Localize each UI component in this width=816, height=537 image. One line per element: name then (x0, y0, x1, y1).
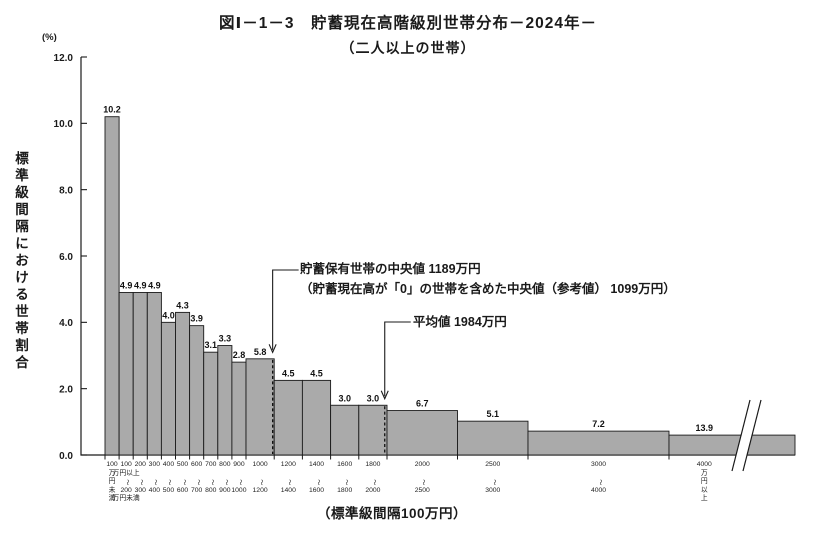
histogram-bar (189, 325, 205, 456)
x-axis-label: 300 〜 400 (148, 461, 161, 494)
mean-annotation-line1: 平均値 1984万円 (413, 315, 507, 329)
y-tick-label: 2.0 (59, 384, 73, 395)
x-axis-caption: （標準級間隔100万円） (316, 506, 468, 521)
y-tick-label: 10.0 (54, 119, 74, 130)
histogram-bar (273, 379, 303, 456)
figure-title: 図Ⅰ－1－3 貯蓄現在高階級別世帯分布－2024年－ (219, 15, 597, 32)
x-axis-label: 800 〜 900 (219, 461, 231, 494)
x-axis-label: 3000 〜 4000 (590, 461, 607, 494)
x-axis-label: 2500 〜 3000 (485, 461, 501, 494)
median-arrow-line (272, 269, 299, 350)
mean-arrow-line (384, 321, 411, 397)
histogram-bar (457, 420, 529, 456)
x-axis-label: 1800 〜 2000 (365, 461, 381, 494)
bar-value-label: 5.1 (486, 409, 499, 419)
x-axis-label: 700 〜 800 (205, 461, 217, 494)
x-axis-label: 1200 〜 1400 (280, 461, 296, 494)
bar-value-label: 5.8 (254, 347, 267, 357)
x-axis-label: 600 〜 700 (190, 461, 203, 494)
bar-value-label: 3.9 (190, 314, 203, 324)
histogram-bar (330, 404, 360, 456)
bar-value-label: 4.9 (120, 280, 133, 290)
y-axis-title: 標準級間隔における世帯割合 (15, 151, 29, 370)
y-tick-label: 6.0 (59, 252, 73, 263)
bar-value-label: 3.3 (219, 334, 232, 344)
x-axis-label: 200 〜 300 (134, 461, 146, 494)
y-tick-label: 0.0 (59, 451, 73, 462)
x-axis-labels: 100 万円未満 100 万円以上〜 200 万円未満 200 〜 300 300 〜 400 40… (0, 461, 816, 521)
histogram-bar (301, 379, 332, 456)
x-axis-label: 2000 〜 2500 (414, 461, 430, 494)
bar-value-label: 6.7 (416, 399, 429, 409)
bar-value-label: 3.0 (338, 393, 351, 403)
histogram-bar (358, 404, 388, 456)
histogram-bar (118, 292, 134, 456)
histogram-bar (146, 292, 162, 456)
histogram-bar (160, 321, 176, 456)
bar-value-label: 3.1 (204, 340, 217, 350)
histogram-bar (217, 345, 233, 456)
x-axis-label: 4000 万円以上 (696, 461, 712, 503)
bar-value-label: 13.9 (695, 423, 713, 433)
histogram-bar (386, 410, 458, 456)
bar-value-label: 2.8 (233, 350, 246, 360)
histogram-bar (231, 361, 247, 456)
x-axis-label: 500 〜 600 (176, 461, 189, 494)
y-tick-label: 12.0 (54, 53, 74, 64)
axis-break-mark (731, 399, 751, 472)
x-axis-label: 900 〜 1000 (231, 461, 247, 494)
mean-annotation: 平均値 1984万円 (413, 313, 507, 333)
axis-break-gap (732, 399, 761, 473)
y-tick-label: 4.0 (59, 318, 73, 329)
x-axis-label: 1000 〜 1200 (252, 461, 268, 494)
median-annotation-line1: 貯蓄保有世帯の中央値 1189万円 (300, 262, 481, 276)
histogram-bar (668, 434, 796, 456)
x-axis-label: 400 〜 500 (162, 461, 175, 494)
median-annotation: 貯蓄保有世帯の中央値 1189万円 （貯蓄現在高が「0」の世帯を含めた中央値（参… (300, 260, 676, 299)
median-annotation-line2: （貯蓄現在高が「0」の世帯を含めた中央値（参考値） 1099万円） (300, 281, 676, 296)
histogram-bar (132, 292, 148, 456)
bar-value-label: 3.0 (367, 393, 380, 403)
x-axis-label: 100 万円以上〜 200 万円未満 (112, 461, 140, 503)
median-arrowhead-icon (268, 344, 277, 354)
histogram-bar (175, 311, 191, 456)
histogram-bar (203, 351, 219, 456)
histogram-bar (527, 430, 670, 456)
x-axis-label: 1400 〜 1600 (308, 461, 325, 494)
histogram-bar (245, 358, 275, 456)
bar-value-label: 4.9 (134, 280, 147, 290)
axis-break-mark (742, 399, 762, 472)
bar-value-label: 4.3 (176, 300, 189, 310)
bar-value-label: 7.2 (592, 419, 605, 429)
x-axis-label: 100 万円未満 (106, 461, 118, 503)
y-tick-label: 8.0 (59, 185, 73, 196)
bar-value-label: 10.2 (103, 105, 121, 115)
bar-value-label: 4.5 (282, 368, 295, 378)
bar-value-label: 4.9 (148, 280, 161, 290)
y-axis-unit-label: (%) (42, 32, 57, 43)
figure-subtitle: （二人以上の世帯） (340, 40, 476, 56)
bar-value-label: 4.0 (162, 310, 175, 320)
mean-arrowhead-icon (380, 390, 389, 401)
bar-value-label: 4.5 (310, 368, 323, 378)
x-axis-label: 1600 〜 1800 (337, 461, 353, 494)
histogram-bar (104, 116, 120, 456)
